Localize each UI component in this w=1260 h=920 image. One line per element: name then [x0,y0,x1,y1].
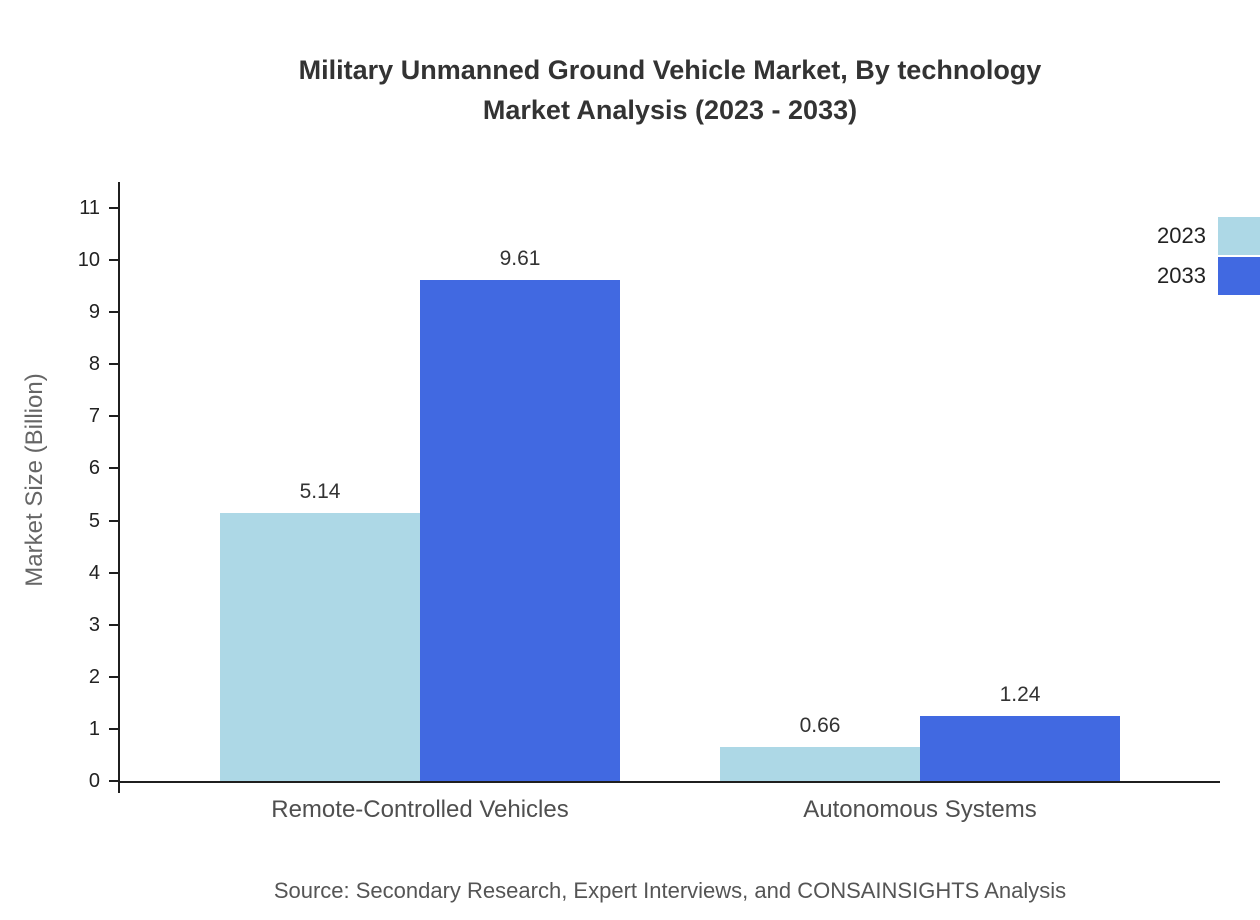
y-tick [109,519,118,522]
source-note: Source: Secondary Research, Expert Inter… [273,878,1067,903]
y-tick-label: 10 [77,249,100,272]
legend-label: 2023 [1157,223,1206,248]
y-tick [109,207,118,209]
x-category-label: Autonomous Systems [803,796,1037,823]
chart-title-line2: Market Analysis (2023 - 2033) [482,95,858,125]
chart-title: Military Unmanned Ground Vehicle Market,… [120,50,1220,130]
y-tick-label: 0 [88,770,100,792]
bar-value-label: 1.24 [999,683,1041,707]
chart-title-line1: Military Unmanned Ground Vehicle Market,… [298,55,1042,85]
bar-2033-1 [420,280,620,781]
y-tick [109,363,118,366]
y-axis-line [118,182,120,793]
y-tick-label: 3 [88,613,100,636]
y-tick [109,571,118,574]
y-tick-label: 6 [88,457,100,480]
y-tick-label: 1 [88,717,100,740]
bar-2033-2 [920,716,1120,781]
y-tick-label: 5 [88,509,100,532]
legend-label: 2033 [1157,263,1206,288]
bar-2023-2 [720,746,920,781]
legend: 2023 2033 [1157,216,1260,296]
y-tick [109,623,118,626]
y-tick [109,311,118,314]
bar-value-label: 9.61 [499,247,541,271]
legend-swatch [1218,257,1260,295]
y-tick-label: 4 [88,561,100,584]
y-tick [109,467,118,470]
bar-2023-1 [220,513,420,781]
legend-item: 2033 [1157,256,1260,296]
x-category-label: Remote-Controlled Vehicles [271,796,569,823]
y-tick-label: 2 [88,665,100,688]
x-axis-line [118,781,1220,783]
y-tick-label: 11 [79,197,100,219]
y-tick [109,727,118,730]
y-tick [109,675,118,678]
y-tick [109,415,118,418]
bar-value-label: 0.66 [799,713,841,737]
legend-swatch [1218,217,1260,255]
bar-value-label: 5.14 [299,480,341,504]
y-tick-label: 9 [88,301,100,324]
y-tick-label: 8 [88,353,100,376]
y-tick [109,780,118,782]
y-tick [109,259,118,262]
y-tick-label: 7 [88,405,100,428]
legend-item: 2023 [1157,216,1260,256]
